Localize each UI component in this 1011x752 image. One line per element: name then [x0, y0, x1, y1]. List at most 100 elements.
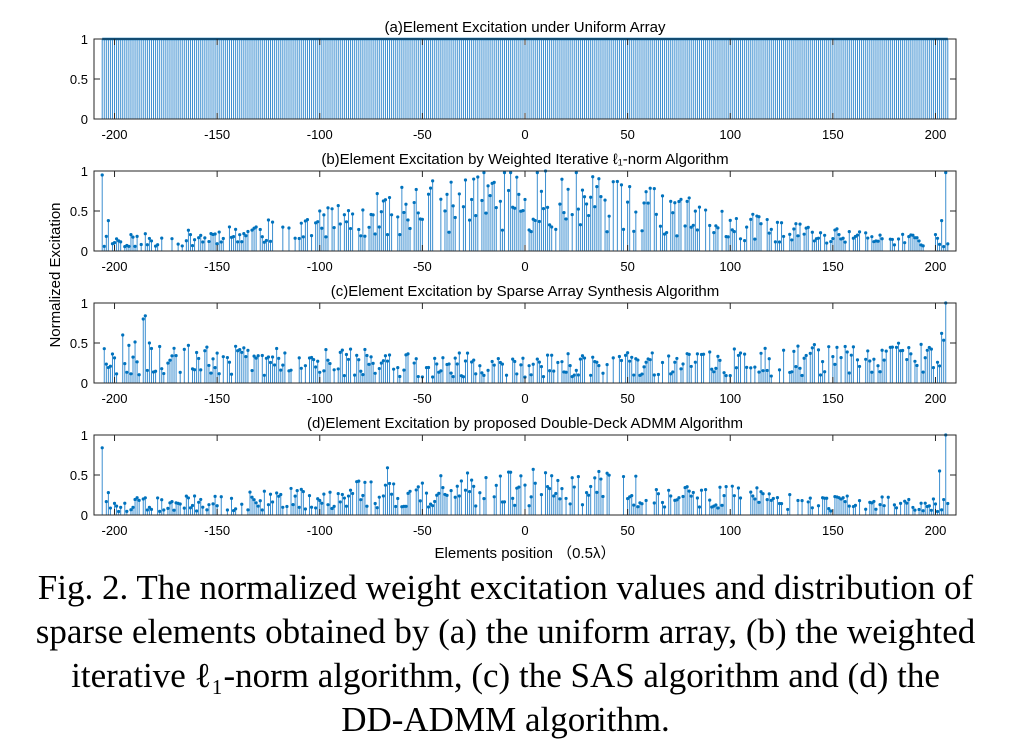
stem-marker	[601, 371, 605, 375]
caption-line: iterative ℓ₁-norm algorithm, (c) the SAS…	[71, 656, 940, 695]
stem-marker	[244, 234, 248, 238]
stem-marker	[578, 223, 583, 227]
stem-marker	[117, 509, 121, 514]
stem-marker	[381, 494, 385, 498]
stem-marker	[369, 480, 373, 484]
stem-marker	[299, 221, 303, 225]
y-tick-label: 1	[81, 428, 88, 443]
stem-marker	[133, 340, 137, 344]
stem-marker	[743, 352, 747, 356]
stem-marker	[418, 499, 422, 503]
stem-marker	[652, 373, 656, 377]
y-tick-label: 0	[81, 376, 88, 391]
stem-marker	[864, 357, 868, 361]
stem-marker	[129, 232, 133, 237]
stem-marker	[734, 366, 738, 370]
stem-marker	[695, 228, 700, 232]
stem-marker	[445, 192, 449, 196]
stem-marker	[732, 347, 736, 351]
subplot-title: (d)Element Excitation by proposed Double…	[307, 415, 743, 432]
stem-marker	[268, 239, 273, 243]
stem-marker	[870, 235, 874, 239]
stem-marker	[231, 234, 236, 239]
stem-marker	[640, 502, 644, 506]
stem-marker	[732, 494, 736, 498]
stem-marker	[379, 210, 383, 214]
stem-marker	[260, 235, 264, 239]
stem-marker	[782, 348, 786, 352]
stem-marker	[357, 227, 361, 232]
stem-marker	[474, 504, 478, 508]
stem-marker	[387, 195, 392, 200]
stem-marker	[905, 357, 909, 362]
stem-marker	[494, 205, 498, 210]
stem-marker	[457, 494, 461, 498]
stem-marker	[755, 486, 759, 490]
stem-marker	[162, 508, 166, 512]
stem-marker	[270, 500, 275, 504]
stem-marker	[160, 498, 164, 502]
stem-marker	[414, 488, 418, 492]
stem-marker	[182, 506, 186, 510]
x-tick-label: 100	[719, 391, 741, 406]
stem-marker	[823, 370, 827, 374]
stem-marker	[681, 494, 685, 499]
stem-marker	[738, 351, 743, 355]
stem-marker	[416, 485, 420, 489]
stem-marker	[246, 348, 250, 352]
stem-marker	[866, 349, 870, 353]
stem-marker	[915, 236, 919, 240]
stem-marker	[106, 219, 110, 223]
stem-marker	[342, 373, 346, 378]
stem-marker	[562, 211, 566, 215]
stem-marker	[490, 359, 494, 364]
stem-marker	[158, 509, 162, 513]
stem-marker	[935, 360, 940, 364]
stem-marker	[445, 493, 449, 497]
stem-marker	[266, 503, 271, 507]
stem-marker	[769, 227, 773, 232]
stem-marker	[312, 358, 316, 362]
stem-marker	[400, 185, 404, 189]
stem-marker	[459, 479, 463, 483]
stem-marker	[823, 233, 827, 237]
stem-marker	[595, 185, 599, 189]
stem-marker	[720, 503, 724, 507]
stem-marker	[424, 491, 429, 495]
stem-marker	[279, 492, 283, 497]
stem-marker	[917, 507, 921, 512]
stem-marker	[406, 491, 410, 495]
stem-marker	[112, 240, 117, 245]
stem-marker	[734, 216, 738, 221]
subplot-title: (c)Element Excitation by Sparse Array Sy…	[331, 283, 720, 300]
stem-marker	[186, 496, 191, 500]
stem-marker	[597, 364, 601, 368]
stem-marker	[847, 504, 851, 508]
stem-marker	[708, 223, 712, 228]
stem-marker	[829, 509, 833, 513]
stem-marker	[775, 495, 780, 500]
stem-marker	[841, 236, 845, 240]
stem-marker	[845, 350, 849, 354]
stem-marker	[453, 356, 457, 360]
stem-marker	[687, 489, 691, 493]
stem-marker	[568, 502, 572, 506]
stem-marker	[903, 241, 907, 245]
stem-marker	[420, 217, 424, 221]
caption-line: sparse elements obtained by (a) the unif…	[35, 612, 976, 651]
stem-marker	[100, 446, 104, 450]
stem-marker	[119, 240, 123, 244]
stem-marker	[145, 243, 149, 247]
stem-marker	[560, 360, 564, 364]
stem-marker	[792, 227, 796, 231]
stem-marker	[309, 355, 314, 360]
stem-marker	[484, 476, 488, 480]
stem-marker	[642, 201, 646, 205]
stem-marker	[461, 205, 466, 209]
stem-marker	[199, 233, 203, 237]
stem-marker	[351, 212, 355, 216]
stem-marker	[371, 213, 375, 217]
y-tick-label: 0.5	[70, 72, 88, 87]
x-tick-label: -50	[413, 391, 432, 406]
stem-marker	[628, 185, 632, 189]
